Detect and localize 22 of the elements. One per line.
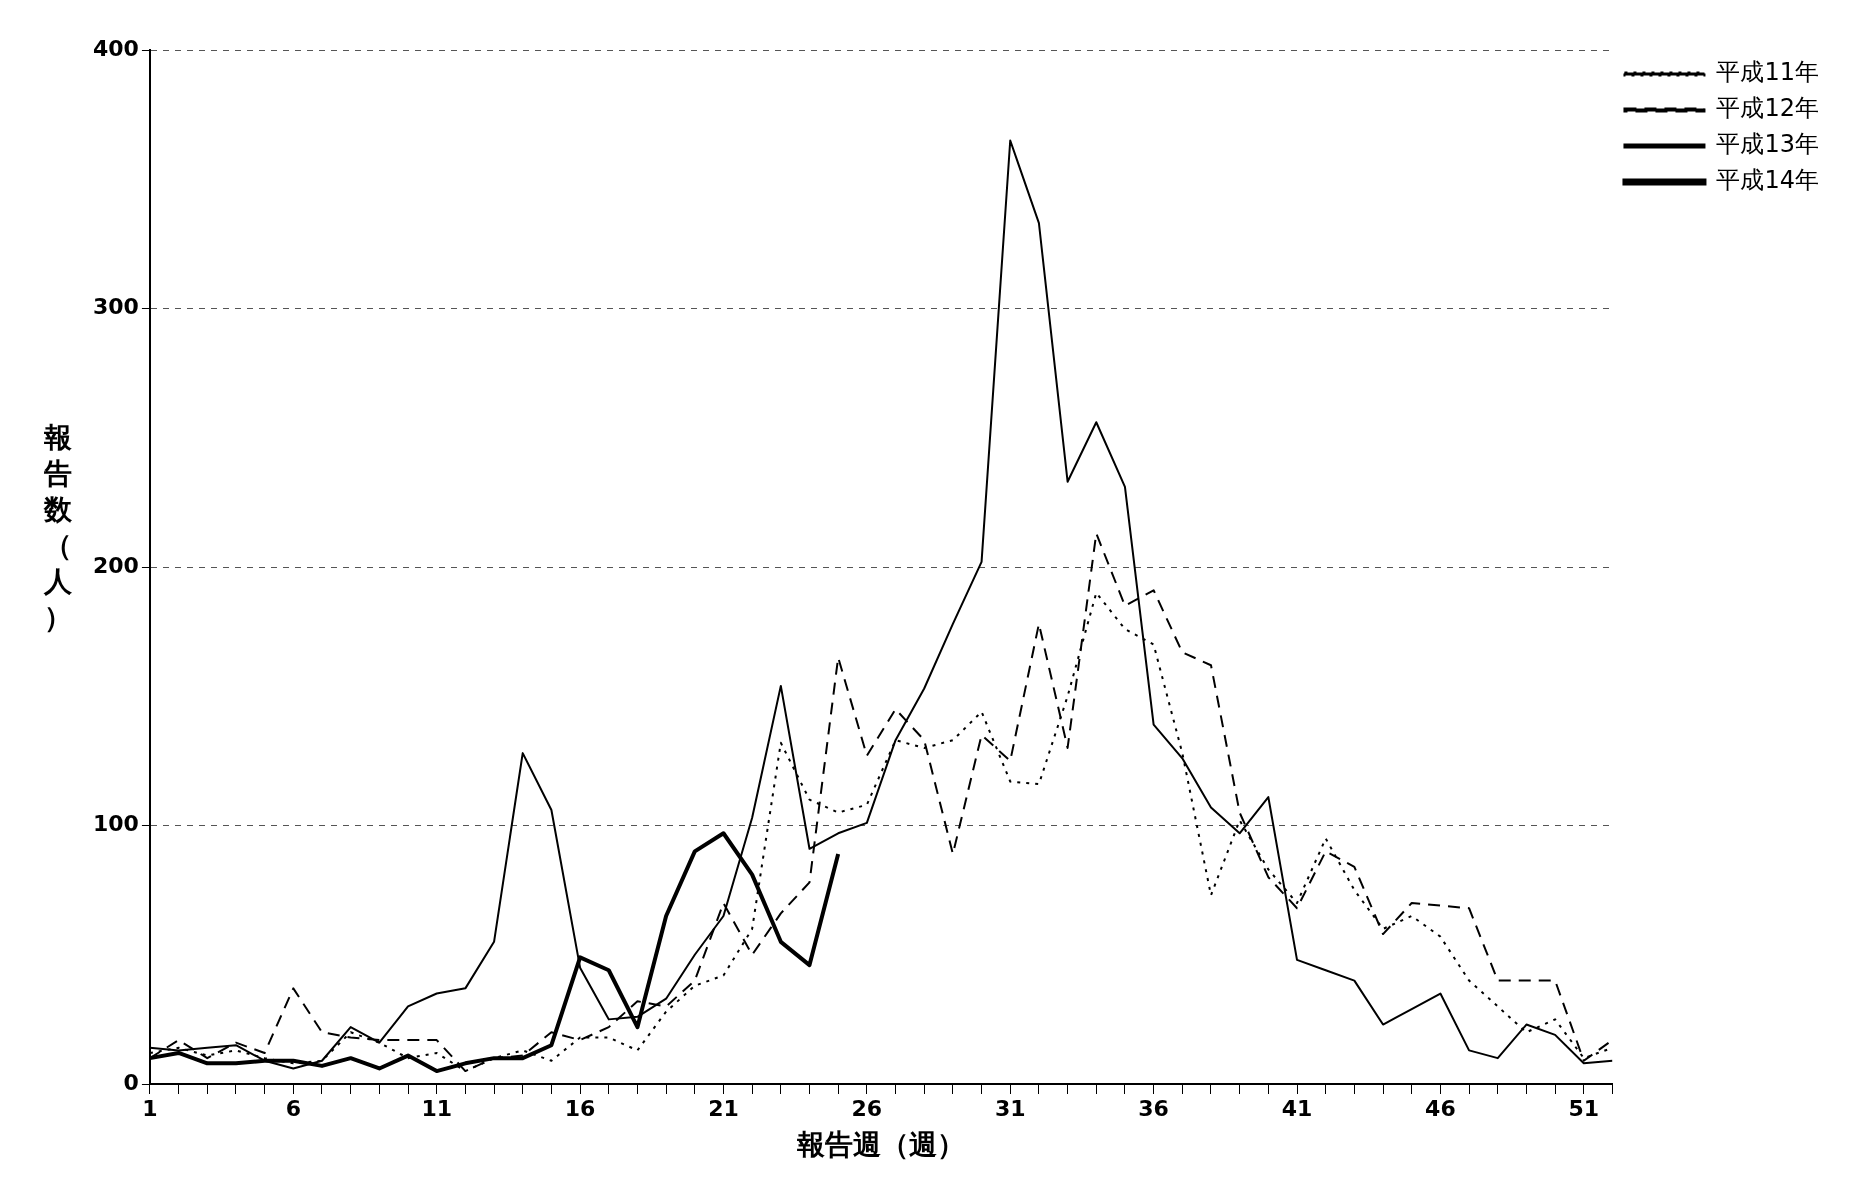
x-tick-label: 41 (1281, 1095, 1313, 1121)
x-axis-title: 報告週（週） (796, 1128, 966, 1162)
x-tick-label: 36 (1138, 1095, 1169, 1121)
x-tick-label: 1 (142, 1095, 158, 1121)
x-tick-label: 21 (708, 1095, 739, 1121)
y-tick-label: 100 (92, 811, 139, 837)
x-tick-label: 6 (285, 1095, 301, 1121)
legend-label: 平成11年 (1716, 58, 1820, 87)
x-tick-label: 51 (1568, 1095, 1600, 1121)
x-tick-label: 11 (421, 1095, 453, 1121)
y-tick-label: 200 (92, 552, 139, 578)
y-tick-label: 300 (92, 294, 139, 320)
legend-label: 平成14年 (1716, 166, 1820, 195)
y-tick-label: 0 (123, 1069, 139, 1095)
y-axis-title: 報告数（人） (42, 420, 73, 636)
legend-label: 平成13年 (1716, 130, 1820, 159)
x-tick-label: 26 (851, 1095, 883, 1121)
x-tick-label: 46 (1425, 1095, 1456, 1121)
x-tick-label: 31 (994, 1095, 1026, 1121)
legend-label: 平成12年 (1716, 94, 1820, 123)
x-tick-label: 16 (564, 1095, 596, 1121)
y-tick-label: 400 (92, 35, 139, 61)
